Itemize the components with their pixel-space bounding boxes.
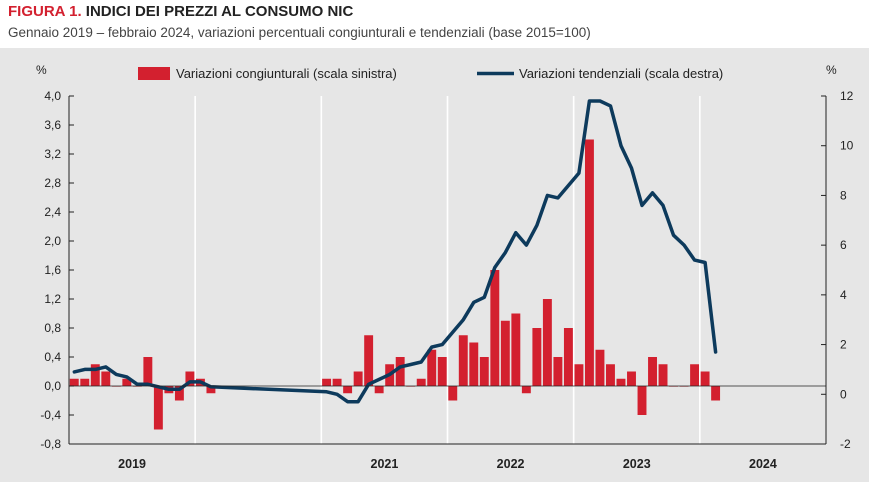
bar xyxy=(374,386,384,394)
y-left-tick-label: 0,0 xyxy=(44,379,61,393)
bar xyxy=(458,335,468,386)
bar xyxy=(185,371,195,386)
bar xyxy=(690,364,700,386)
trend-line xyxy=(72,99,718,404)
bar xyxy=(174,386,184,401)
y-right-unit: % xyxy=(826,63,837,77)
y-right-tick-label: 12 xyxy=(840,89,854,103)
x-tick-label: 2019 xyxy=(118,457,146,471)
x-tick-label: 2021 xyxy=(371,457,399,471)
line-series xyxy=(72,99,718,404)
bar xyxy=(595,349,605,386)
bar xyxy=(553,357,563,386)
gridlines xyxy=(194,96,701,444)
bar xyxy=(627,371,636,386)
bar xyxy=(574,364,584,386)
y-left-tick-label: -0,4 xyxy=(40,408,61,422)
bar xyxy=(353,371,363,386)
y-right-tick-label: 8 xyxy=(840,188,847,202)
bar xyxy=(69,378,79,386)
y-left-tick-label: 3,6 xyxy=(44,118,61,132)
bar xyxy=(122,378,132,386)
x-tick-label: 2024 xyxy=(749,457,777,471)
bar xyxy=(584,139,594,386)
chart-area: % % -0,8 -0,4 0,0 0,4 0,8 1,2 1,6 2,0 2,4 2,8 3,2 3… xyxy=(0,48,869,482)
bar xyxy=(658,364,668,386)
figure-title: FIGURA 1. INDICI DEI PREZZI AL CONSUMO N… xyxy=(8,3,353,20)
y-left-tick-label: -0,8 xyxy=(40,437,61,451)
y-left-tick-label: 3,2 xyxy=(44,147,61,161)
bars-series xyxy=(69,139,721,430)
bar xyxy=(90,364,100,386)
bar xyxy=(80,378,90,386)
bar xyxy=(500,320,510,386)
y-left-tick-label: 4,0 xyxy=(44,89,61,103)
y-left-tick-label: 2,8 xyxy=(44,176,61,190)
legend-label-line: Variazioni tendenziali (scala destra) xyxy=(519,66,723,81)
bar xyxy=(469,342,479,386)
y-right-tick-label: 4 xyxy=(840,288,847,302)
bar xyxy=(616,378,626,386)
bar xyxy=(364,335,374,386)
y-right-tick-label: -2 xyxy=(840,437,851,451)
bar xyxy=(511,313,521,386)
figure-subtitle: Gennaio 2019 – febbraio 2024, variazioni… xyxy=(8,25,591,40)
bar xyxy=(322,378,332,386)
legend-label-bars: Variazioni congiunturali (scala sinistra… xyxy=(176,66,397,81)
bar xyxy=(206,386,216,394)
bar xyxy=(700,371,710,386)
bar xyxy=(711,386,721,401)
bar xyxy=(479,357,489,386)
bar xyxy=(563,328,573,386)
y-right-tick-label: 10 xyxy=(840,139,854,153)
y-right-tick-label: 6 xyxy=(840,238,847,252)
bar xyxy=(427,349,437,386)
bar xyxy=(606,364,615,386)
y-right-tick-label: 0 xyxy=(840,387,847,401)
x-tick-label: 2022 xyxy=(497,457,525,471)
figure-label: FIGURA 1. xyxy=(8,3,82,20)
y-left-tick-label: 1,6 xyxy=(44,263,61,277)
y-left-tick-label: 1,2 xyxy=(44,292,61,306)
x-tick-label: 2023 xyxy=(623,457,651,471)
bar xyxy=(648,357,657,386)
legend: Variazioni congiunturali (scala sinistra… xyxy=(138,66,723,81)
legend-swatch-bars xyxy=(138,67,170,80)
y-left-tick-label: 2,4 xyxy=(44,205,61,219)
y-left-tick-label: 2,0 xyxy=(44,234,61,248)
bar xyxy=(490,270,500,386)
chart-svg: % % -0,8 -0,4 0,0 0,4 0,8 1,2 1,6 2,0 2,4 2,8 3,2 3… xyxy=(36,63,854,471)
bar xyxy=(637,386,647,415)
bar xyxy=(521,386,531,394)
bar xyxy=(416,378,426,386)
bar xyxy=(532,328,542,386)
bar xyxy=(332,378,342,386)
figure-title-text: INDICI DEI PREZZI AL CONSUMO NIC xyxy=(85,3,354,20)
bar xyxy=(542,299,552,386)
bar xyxy=(101,371,111,386)
y-left-tick-label: 0,4 xyxy=(44,350,61,364)
bar xyxy=(448,386,458,401)
bar xyxy=(143,357,153,386)
y-left-tick-label: 0,8 xyxy=(44,321,61,335)
y-right-tick-label: 2 xyxy=(840,338,847,352)
axes: % % -0,8 -0,4 0,0 0,4 0,8 1,2 1,6 2,0 2,4 2,8 3,2 3… xyxy=(36,63,854,471)
y-left-unit: % xyxy=(36,63,47,77)
bar xyxy=(395,357,405,386)
bar xyxy=(343,386,353,394)
bar xyxy=(437,357,447,386)
bar xyxy=(153,386,163,430)
